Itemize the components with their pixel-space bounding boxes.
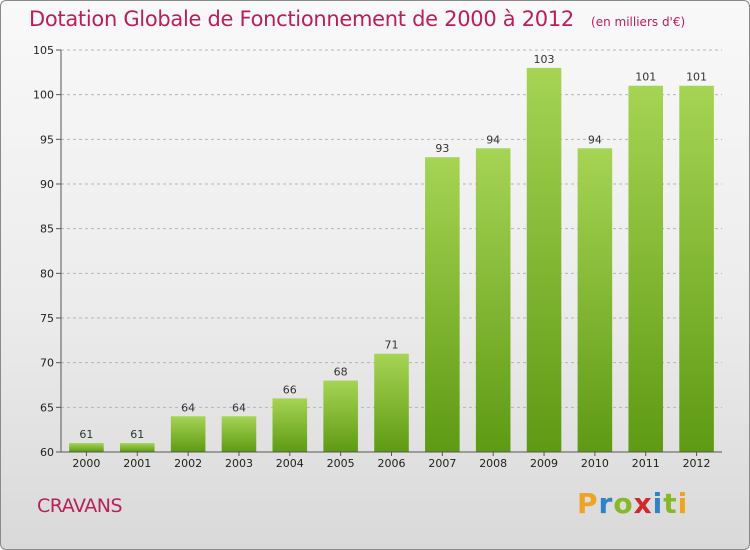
y-tick-label: 95 <box>40 133 54 146</box>
bar-2002 <box>170 416 206 452</box>
chart-unit: (en milliers d'€) <box>591 15 686 29</box>
y-tick-label: 100 <box>33 89 54 102</box>
axes: 60 65 70 75 80 85 90 95 100 105 2000 2001 2002 2003 20… <box>33 44 722 470</box>
y-tick-label: 60 <box>40 446 54 459</box>
value-label: 94 <box>486 133 500 146</box>
chart-title-row: Dotation Globale de Fonctionnement de 20… <box>29 7 685 31</box>
bar-2005 <box>323 380 358 452</box>
x-tick-label: 2008 <box>479 457 507 470</box>
x-tick-label: 2001 <box>123 457 151 470</box>
y-tick-label: 70 <box>40 357 54 370</box>
commune-name: CRAVANS <box>37 495 123 517</box>
x-tick-label: 2012 <box>683 457 711 470</box>
value-label: 103 <box>534 53 555 66</box>
bar-2012 <box>679 85 714 452</box>
x-tick-label: 2006 <box>378 457 406 470</box>
value-label: 101 <box>686 71 707 84</box>
bar-2007 <box>425 157 460 452</box>
value-label: 94 <box>588 133 602 146</box>
y-tick-label: 65 <box>40 401 54 414</box>
y-tick-label: 85 <box>40 223 54 236</box>
bar-2008 <box>475 148 511 452</box>
bar-2011 <box>628 85 664 452</box>
value-label: 64 <box>232 401 246 414</box>
chart-title: Dotation Globale de Fonctionnement de 20… <box>29 7 574 31</box>
x-tick-label: 2009 <box>530 457 558 470</box>
x-tick-label: 2011 <box>632 457 660 470</box>
x-tick-label: 2002 <box>174 457 202 470</box>
value-label: 101 <box>635 71 656 84</box>
x-tick-label: 2000 <box>72 457 100 470</box>
bar-2000 <box>69 443 104 452</box>
bar-2001 <box>119 443 155 452</box>
y-tick-label: 75 <box>40 312 54 325</box>
value-label: 61 <box>130 428 144 441</box>
x-tick-label: 2005 <box>327 457 355 470</box>
value-label: 61 <box>79 428 93 441</box>
bar-2003 <box>221 416 257 452</box>
value-label: 71 <box>385 339 399 352</box>
bar-2006 <box>374 353 409 452</box>
y-tick-label: 80 <box>40 267 54 280</box>
value-label: 93 <box>435 142 449 155</box>
bar-2009 <box>526 67 562 452</box>
bar-2010 <box>577 148 613 452</box>
value-label: 64 <box>181 401 195 414</box>
y-tick-label: 90 <box>40 178 54 191</box>
bars: 61 61 64 64 66 68 71 93 94 103 94 101 101 <box>69 53 714 452</box>
x-tick-label: 2010 <box>581 457 609 470</box>
x-tick-label: 2007 <box>428 457 456 470</box>
bar-2004 <box>272 398 308 452</box>
x-tick-label: 2003 <box>225 457 253 470</box>
x-tick-label: 2004 <box>276 457 304 470</box>
y-tick-label: 105 <box>33 44 54 57</box>
value-label: 66 <box>283 383 297 396</box>
proxiti-logo[interactable]: Proxiti <box>577 487 689 520</box>
value-label: 68 <box>334 366 348 379</box>
